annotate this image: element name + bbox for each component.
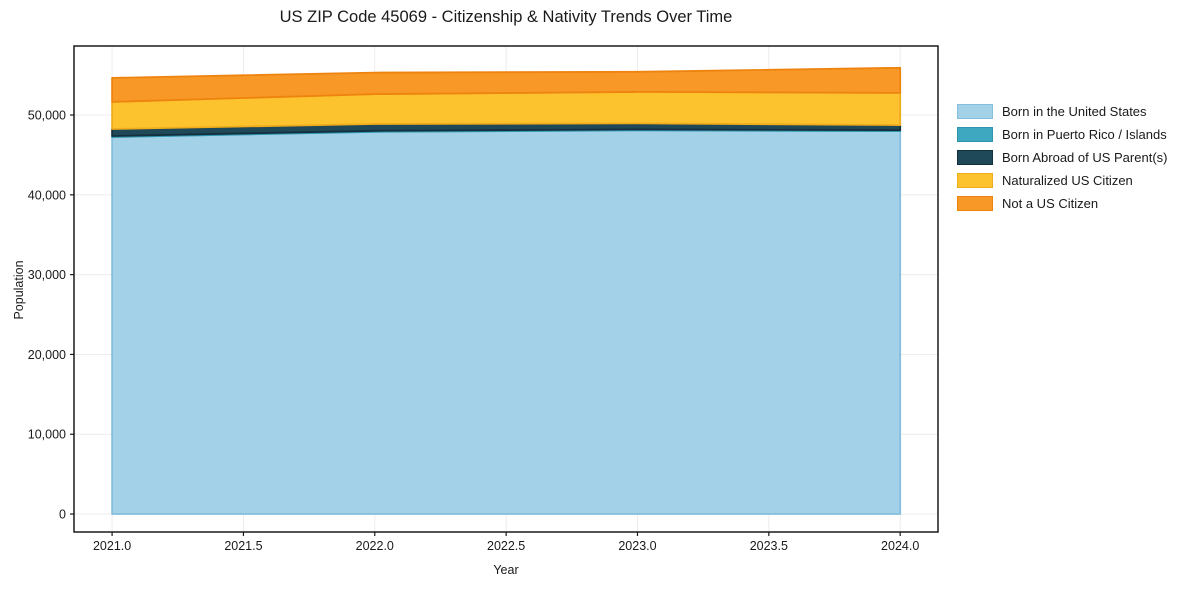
legend-item-1: Born in Puerto Rico / Islands bbox=[957, 126, 1167, 142]
x-tick-label: 2022.5 bbox=[487, 539, 525, 553]
x-tick-label: 2021.0 bbox=[93, 539, 131, 553]
x-tick-label: 2024.0 bbox=[881, 539, 919, 553]
legend-label: Born in the United States bbox=[1002, 103, 1147, 119]
y-tick-label: 30,000 bbox=[28, 268, 66, 282]
legend-swatch-icon bbox=[957, 126, 993, 142]
legend-label: Naturalized US Citizen bbox=[1002, 172, 1133, 188]
legend: Born in the United States Born in Puerto … bbox=[957, 103, 1168, 211]
y-tick-label: 50,000 bbox=[28, 109, 66, 123]
y-tick-label: 10,000 bbox=[28, 428, 66, 442]
x-tick-label: 2021.5 bbox=[224, 539, 262, 553]
legend-swatch-icon bbox=[957, 149, 993, 165]
legend-item-3: Naturalized US Citizen bbox=[957, 172, 1167, 188]
y-tick-label: 40,000 bbox=[28, 188, 66, 202]
legend-label: Not a US Citizen bbox=[1002, 195, 1099, 211]
y-tick-label: 20,000 bbox=[28, 348, 66, 362]
y-axis-label: Population bbox=[12, 260, 26, 320]
legend-item-2: Born Abroad of US Parent(s) bbox=[957, 149, 1168, 165]
chart-title: US ZIP Code 45069 - Citizenship & Nativi… bbox=[279, 8, 733, 26]
legend-label: Born Abroad of US Parent(s) bbox=[1002, 149, 1168, 165]
legend-item-0: Born in the United States bbox=[957, 103, 1167, 119]
y-tick-label: 0 bbox=[59, 508, 66, 522]
legend-label: Born in Puerto Rico / Islands bbox=[1002, 126, 1167, 142]
area-series-4 bbox=[111, 66, 902, 103]
x-axis-label: Year bbox=[493, 563, 519, 577]
x-tick-label: 2022.0 bbox=[356, 539, 394, 553]
legend-swatch-icon bbox=[957, 195, 993, 211]
legend-swatch-icon bbox=[957, 172, 993, 188]
x-tick-label: 2023.0 bbox=[618, 539, 656, 553]
x-tick-label: 2023.5 bbox=[750, 539, 788, 553]
legend-swatch-icon bbox=[957, 103, 993, 119]
legend-item-4: Not a US Citizen bbox=[957, 195, 1167, 211]
area-series-0 bbox=[111, 129, 902, 515]
